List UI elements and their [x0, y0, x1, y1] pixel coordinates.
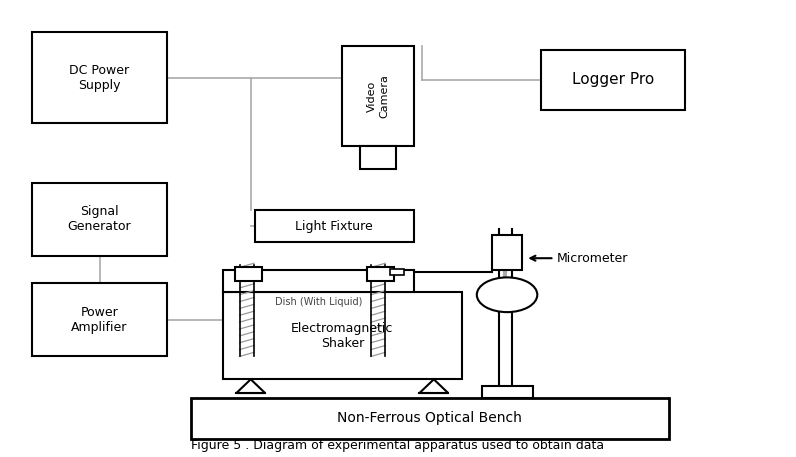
Text: Video
Camera: Video Camera — [367, 74, 389, 118]
Text: Power
Amplifier: Power Amplifier — [72, 306, 127, 334]
Text: Signal
Generator: Signal Generator — [68, 205, 131, 234]
Text: Light Fixture: Light Fixture — [295, 220, 373, 233]
Text: Non-Ferrous Optical Bench: Non-Ferrous Optical Bench — [338, 411, 522, 425]
Bar — [390, 269, 404, 275]
Bar — [492, 235, 522, 270]
Bar — [235, 267, 262, 281]
Bar — [32, 32, 167, 123]
Text: Figure 5 . Diagram of experimental apparatus used to obtain data: Figure 5 . Diagram of experimental appar… — [191, 440, 605, 452]
Polygon shape — [419, 379, 448, 393]
Bar — [255, 210, 414, 242]
Bar — [482, 386, 533, 398]
Bar — [541, 50, 685, 110]
Text: DC Power
Supply: DC Power Supply — [69, 64, 130, 92]
Polygon shape — [236, 379, 265, 393]
Text: Electromagnetic
Shaker: Electromagnetic Shaker — [291, 322, 393, 350]
Bar — [223, 292, 462, 379]
Bar — [32, 183, 167, 256]
Text: Dish (With Liquid): Dish (With Liquid) — [275, 297, 362, 307]
Bar — [191, 398, 669, 439]
Bar — [32, 283, 167, 356]
Bar — [360, 146, 396, 169]
Bar — [342, 46, 414, 146]
Circle shape — [477, 277, 537, 312]
Bar — [367, 267, 394, 281]
Text: Logger Pro: Logger Pro — [572, 73, 654, 87]
Text: Micrometer: Micrometer — [530, 252, 629, 265]
Bar — [223, 270, 414, 292]
